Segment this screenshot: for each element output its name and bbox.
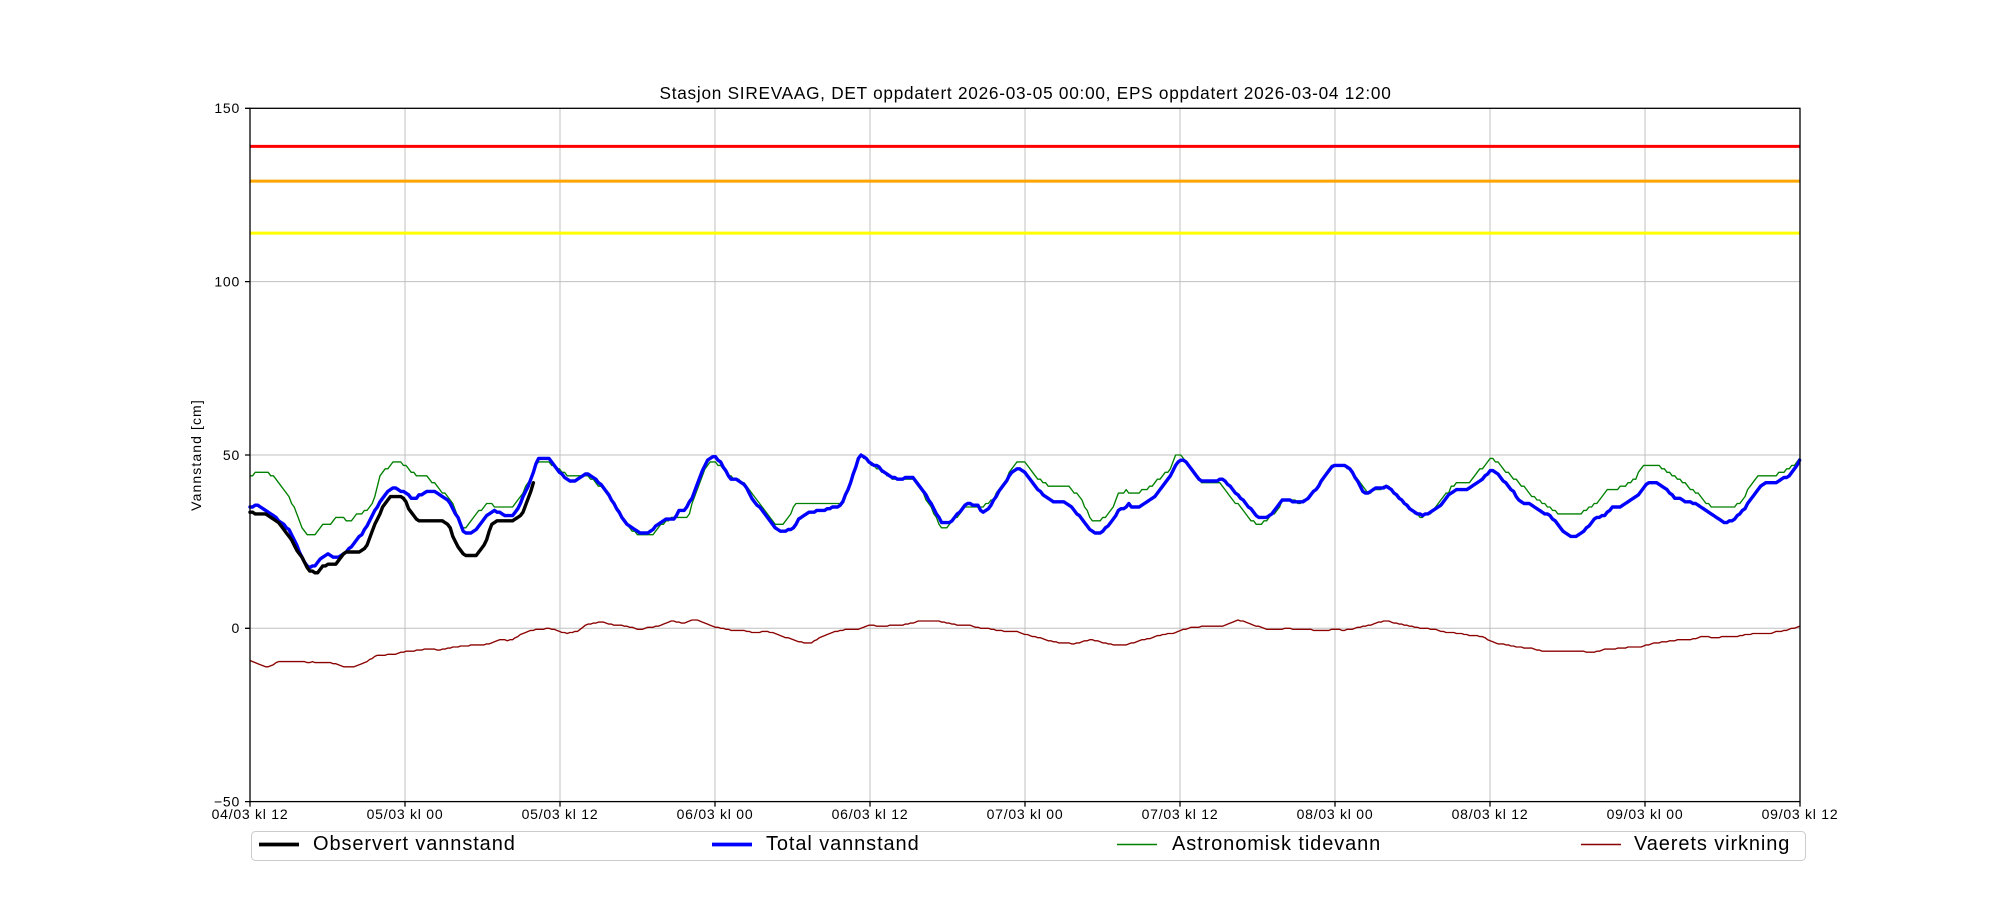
svg-text:Stasjon SIREVAAG, DET oppdater: Stasjon SIREVAAG, DET oppdatert 2026-03-… — [659, 83, 1391, 103]
svg-text:08/03 kl 12: 08/03 kl 12 — [1452, 806, 1529, 822]
svg-text:04/03 kl 12: 04/03 kl 12 — [212, 806, 289, 822]
svg-text:09/03 kl 12: 09/03 kl 12 — [1762, 806, 1839, 822]
svg-text:09/03 kl 00: 09/03 kl 00 — [1607, 806, 1684, 822]
svg-text:Astronomisk tidevann: Astronomisk tidevann — [1172, 833, 1381, 855]
svg-text:Observert vannstand: Observert vannstand — [313, 833, 516, 855]
svg-text:150: 150 — [214, 100, 240, 116]
svg-text:50: 50 — [223, 447, 240, 463]
svg-text:06/03 kl 12: 06/03 kl 12 — [832, 806, 909, 822]
svg-text:07/03 kl 00: 07/03 kl 00 — [987, 806, 1064, 822]
svg-text:05/03 kl 12: 05/03 kl 12 — [522, 806, 599, 822]
svg-text:Total vannstand: Total vannstand — [766, 833, 920, 855]
svg-text:0: 0 — [231, 620, 240, 636]
svg-text:07/03 kl 12: 07/03 kl 12 — [1142, 806, 1219, 822]
svg-text:06/03 kl 00: 06/03 kl 00 — [677, 806, 754, 822]
svg-text:05/03 kl 00: 05/03 kl 00 — [367, 806, 444, 822]
svg-text:100: 100 — [214, 273, 240, 289]
svg-text:Vannstand [cm]: Vannstand [cm] — [188, 399, 204, 511]
svg-text:−50: −50 — [214, 793, 240, 809]
svg-text:Vaerets virkning: Vaerets virkning — [1634, 833, 1790, 855]
svg-text:08/03 kl 00: 08/03 kl 00 — [1297, 806, 1374, 822]
